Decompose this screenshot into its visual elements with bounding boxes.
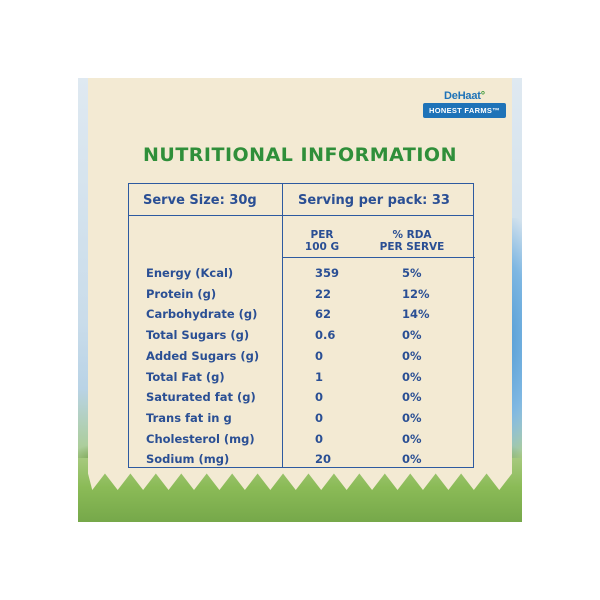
serving-per-pack: Serving per pack: 33 bbox=[298, 193, 450, 208]
page-title: NUTRITIONAL INFORMATION bbox=[143, 144, 457, 166]
nutrient-name: Carbohydrate (g) bbox=[146, 307, 258, 322]
nutrient-name: Added Sugars (g) bbox=[146, 348, 260, 363]
per-100g-value: 0.6 bbox=[315, 328, 336, 343]
header-divider bbox=[129, 215, 473, 216]
brand-mark: ° bbox=[480, 90, 485, 102]
nutrient-name: Protein (g) bbox=[146, 286, 217, 301]
per-100g-value: 22 bbox=[315, 286, 332, 301]
table-row: Cholesterol (mg) 0 0% bbox=[129, 430, 473, 451]
column-header-line: PER SERVE bbox=[379, 241, 445, 253]
rda-value: 0% bbox=[402, 348, 422, 363]
table-row: Energy (Kcal) 359 5% bbox=[129, 264, 473, 285]
per-100g-value: 359 bbox=[315, 266, 340, 280]
nutrient-name: Cholesterol (mg) bbox=[146, 431, 255, 446]
table-row: Added Sugars (g) 0 0% bbox=[129, 347, 473, 368]
rda-value: 0% bbox=[402, 410, 422, 425]
table-row: Sodium (mg) 20 0% bbox=[129, 450, 473, 471]
table-row: Total Sugars (g) 0.6 0% bbox=[129, 326, 473, 347]
per-100g-value: 1 bbox=[315, 369, 324, 384]
brand-sub: HONEST FARMS™ bbox=[423, 103, 506, 118]
column-divider bbox=[282, 184, 283, 467]
label-card bbox=[88, 78, 512, 490]
per-100g-value: 0 bbox=[315, 390, 324, 405]
nutrient-name: Saturated fat (g) bbox=[146, 390, 256, 405]
rda-value: 0% bbox=[402, 390, 422, 405]
column-header-line: % RDA bbox=[392, 229, 432, 241]
column-header-line: 100 G bbox=[304, 241, 340, 253]
per-100g-value: 0 bbox=[315, 348, 324, 363]
table-row: Trans fat in g 0 0% bbox=[129, 409, 473, 430]
rda-value: 12% bbox=[402, 286, 430, 301]
nutrient-name: Sodium (mg) bbox=[146, 452, 230, 467]
table-row: Protein (g) 22 12% bbox=[129, 285, 473, 306]
nutrient-name: Energy (Kcal) bbox=[146, 266, 234, 280]
per-100g-value: 62 bbox=[315, 307, 332, 322]
table-row: Saturated fat (g) 0 0% bbox=[129, 388, 473, 409]
rda-value: 0% bbox=[402, 452, 422, 467]
per-100g-value: 20 bbox=[315, 452, 332, 467]
brand-logo: DeHaat° HONEST FARMS™ bbox=[423, 90, 506, 118]
table-row: Carbohydrate (g) 62 14% bbox=[129, 305, 473, 326]
rda-value: 0% bbox=[402, 431, 422, 446]
rda-value: 0% bbox=[402, 369, 422, 384]
column-header-rda: % RDA PER SERVE bbox=[367, 229, 457, 253]
per-100g-value: 0 bbox=[315, 410, 324, 425]
nutrient-name: Trans fat in g bbox=[146, 410, 232, 425]
serve-size: Serve Size: 30g bbox=[143, 193, 257, 208]
brand-name-text: DeHaat bbox=[444, 90, 481, 102]
column-header-divider bbox=[282, 257, 475, 258]
brand-name: DeHaat° bbox=[423, 90, 506, 102]
nutrition-table: Serve Size: 30g Serving per pack: 33 PER… bbox=[128, 183, 475, 471]
per-100g-value: 0 bbox=[315, 431, 324, 446]
column-header-per-100g: PER 100 G bbox=[297, 229, 347, 253]
rda-value: 5% bbox=[402, 266, 422, 280]
rda-value: 14% bbox=[402, 307, 430, 322]
nutrient-name: Total Sugars (g) bbox=[146, 328, 250, 343]
column-header-line: PER bbox=[310, 229, 334, 241]
rda-value: 0% bbox=[402, 328, 422, 343]
nutrient-name: Total Fat (g) bbox=[146, 369, 225, 384]
table-row: Total Fat (g) 1 0% bbox=[129, 368, 473, 389]
